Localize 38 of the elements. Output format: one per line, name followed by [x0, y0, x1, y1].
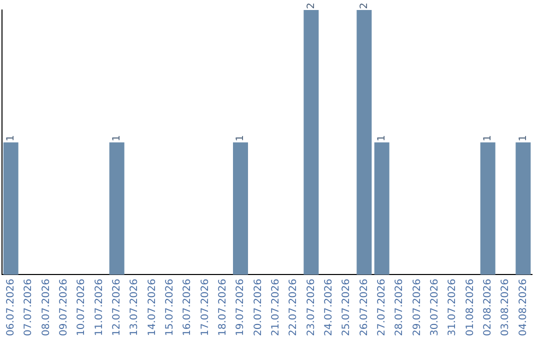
data-label: 1	[111, 134, 122, 142]
x-tick-label: 10.07.2026	[76, 278, 88, 336]
x-tick-label: 02.08.2026	[482, 278, 494, 336]
x-tick-label: 11.07.2026	[94, 278, 105, 336]
x-tick-label: 12.07.2026	[111, 278, 122, 336]
data-label: 1	[518, 134, 529, 142]
x-tick-label: 30.07.2026	[429, 278, 440, 336]
x-tick-label: 25.07.2026	[341, 278, 352, 336]
x-tick-label: 14.07.2026	[146, 278, 158, 336]
x-tick-label: 29.07.2026	[412, 278, 423, 336]
x-tick-label: 04.08.2026	[518, 278, 529, 336]
x-tick-label: 18.07.2026	[217, 278, 228, 336]
x-tick-label: 07.07.2026	[23, 278, 34, 336]
x-tick-label: 03.08.2026	[500, 278, 512, 336]
x-tick-label: 27.07.2026	[376, 278, 388, 336]
x-tick-label: 16.07.2026	[182, 278, 194, 336]
data-label: 2	[358, 2, 370, 9]
x-tick-label: 23.07.2026	[306, 278, 317, 336]
x-tick-label: 24.07.2026	[323, 278, 334, 336]
x-tick-label: 22.07.2026	[288, 278, 300, 336]
x-tick-label: 26.07.2026	[358, 278, 370, 336]
data-label: 2	[306, 2, 317, 9]
x-tick-label: 21.07.2026	[270, 278, 282, 336]
x-tick-label: 19.07.2026	[235, 278, 246, 336]
x-tick-label: 01.08.2026	[464, 278, 476, 336]
x-tick-label: 06.07.2026	[5, 278, 16, 336]
data-label: 1	[376, 134, 388, 142]
x-tick-label: 20.07.2026	[252, 278, 264, 336]
data-label: 1	[235, 134, 246, 142]
x-tick-label: 09.07.2026	[58, 278, 70, 336]
x-tick-label: 31.07.2026	[447, 278, 458, 336]
x-tick-label: 28.07.2026	[394, 278, 406, 336]
data-label: 1	[482, 134, 494, 142]
data-label: 1	[5, 134, 16, 142]
x-tick-label: 17.07.2026	[200, 278, 211, 336]
x-tick-label: 15.07.2026	[164, 278, 176, 336]
x-tick-label: 13.07.2026	[129, 278, 140, 336]
x-tick-label: 08.07.2026	[40, 278, 52, 336]
